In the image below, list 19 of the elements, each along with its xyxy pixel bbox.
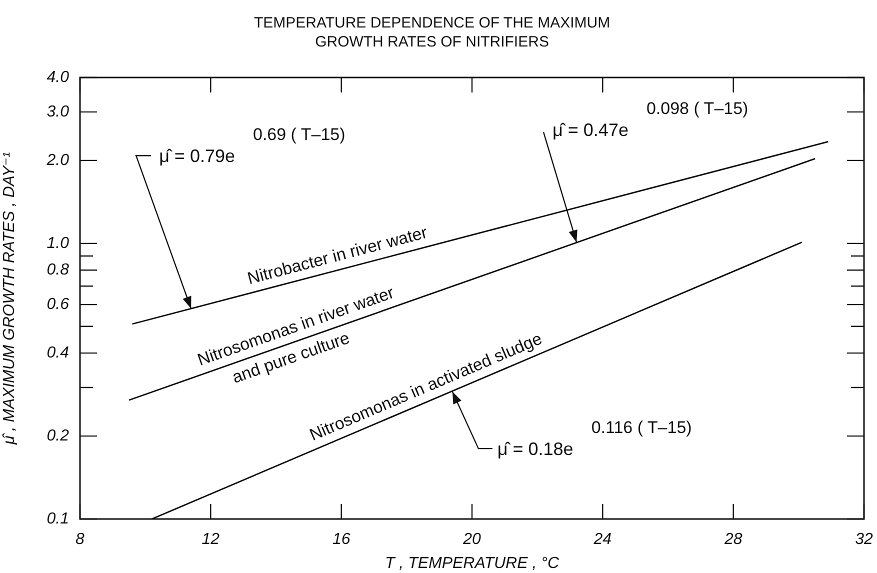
- y-tick-label: 0.1: [46, 510, 69, 528]
- y-axis-title: μ̂ , MAXIMUM GROWTH RATES , DAY⁻¹: [1, 152, 18, 446]
- x-tick-label: 16: [332, 531, 350, 548]
- chart-title: TEMPERATURE DEPENDENCE OF THE MAXIMUM GROWTH RATES OF NITRIFIERS: [254, 14, 610, 50]
- x-tick-label: 24: [592, 531, 612, 548]
- x-tick-label: 12: [202, 531, 220, 548]
- y-tick-label: 4.0: [46, 68, 70, 86]
- x-axis-title: T , TEMPERATURE , °C: [384, 554, 560, 572]
- x-tick-label: 8: [76, 531, 85, 548]
- y-tick-label: 0.8: [46, 262, 70, 279]
- y-tick-label: 0.2: [46, 427, 70, 444]
- y-tick-label: 0.4: [46, 344, 70, 362]
- y-tick-label: 1.0: [46, 234, 70, 252]
- x-tick-label: 32: [855, 531, 873, 548]
- y-tick-label: 3.0: [46, 103, 70, 120]
- x-tick-label: 20: [462, 531, 481, 548]
- y-tick-label: 2.0: [46, 152, 70, 169]
- y-tick-label: 0.6: [46, 296, 70, 314]
- x-tick-label: 28: [723, 531, 742, 548]
